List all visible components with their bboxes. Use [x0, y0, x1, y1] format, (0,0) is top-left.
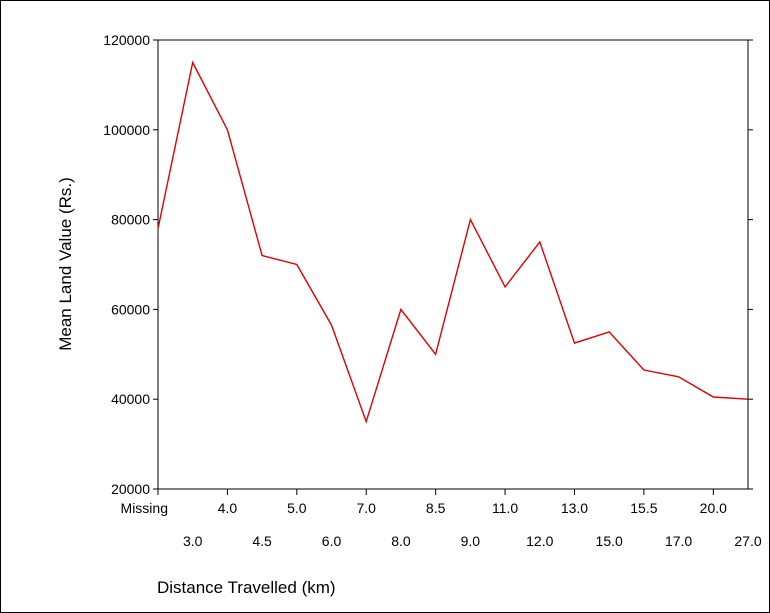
- x-tick-label: 5.0: [287, 500, 307, 516]
- y-tick-label: 20000: [111, 481, 150, 497]
- x-tick-labels: Missing 3.0 4.0 4.5 5.0 6.0 7.0 8.0 8.5 9.0 11.0 12…: [121, 500, 762, 549]
- x-tick-label: 8.0: [391, 533, 411, 549]
- x-tick-label: 15.0: [596, 533, 623, 549]
- x-tick-label: 15.5: [630, 500, 657, 516]
- y-tick-label: 120000: [103, 32, 150, 48]
- x-tick-label: 4.0: [218, 500, 238, 516]
- y-axis: [153, 39, 753, 490]
- x-tick-label: 11.0: [492, 500, 518, 516]
- y-tick-labels: 20000 40000 60000 80000 100000 120000: [103, 32, 150, 497]
- x-tick-label: 4.5: [252, 533, 272, 549]
- x-tick-label: 3.0: [183, 533, 203, 549]
- y-axis-title: Mean Land Value (Rs.): [56, 177, 75, 351]
- x-tick-label: 9.0: [461, 533, 481, 549]
- x-tick-label: 13.0: [561, 500, 588, 516]
- y-tick-label: 40000: [111, 391, 150, 407]
- x-tick-label: 20.0: [700, 500, 727, 516]
- series-line: [157, 60, 749, 424]
- x-tick-label: 12.0: [526, 533, 553, 549]
- x-tick-label: 6.0: [322, 533, 342, 549]
- x-axis-title: Distance Travelled (km): [157, 578, 336, 597]
- y-tick-label: 80000: [111, 212, 150, 228]
- plot-area: [157, 39, 749, 490]
- y-tick-label: 60000: [111, 301, 150, 317]
- y-tick-label: 100000: [103, 122, 150, 138]
- x-tick-label: 17.0: [665, 533, 692, 549]
- x-tick-label: 8.5: [426, 500, 446, 516]
- x-axis: [157, 489, 714, 495]
- x-tick-label: 7.0: [357, 500, 377, 516]
- x-tick-label: Missing: [121, 500, 168, 516]
- x-tick-label: 27.0: [734, 533, 761, 549]
